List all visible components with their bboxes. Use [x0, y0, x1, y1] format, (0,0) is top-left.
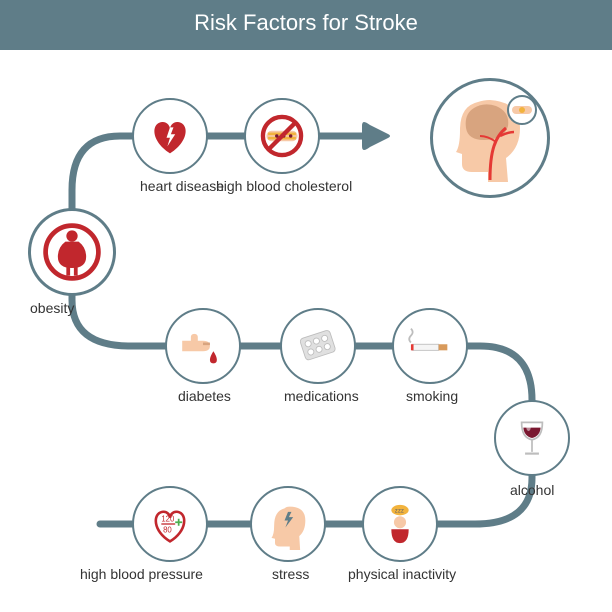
blood-pressure-label: high blood pressure	[80, 566, 203, 582]
pill-pack-icon	[292, 320, 344, 372]
bp-monitor-icon: 120 80	[144, 498, 196, 550]
medications-label: medications	[284, 388, 359, 404]
finger-blood-icon	[177, 320, 229, 372]
alcohol-label: alcohol	[510, 482, 554, 498]
stress-label: stress	[272, 566, 309, 582]
cholesterol-label: high blood cholesterol	[216, 178, 352, 194]
obesity-icon	[39, 219, 105, 285]
header-banner: Risk Factors for Stroke	[0, 0, 612, 50]
diabetes-node	[165, 308, 241, 384]
bp-systolic: 120	[161, 514, 175, 523]
obesity-label: obesity	[30, 300, 74, 316]
blocked-vessel-icon	[256, 110, 308, 162]
cholesterol-node	[244, 98, 320, 174]
bp-diastolic: 80	[163, 526, 172, 535]
cigarette-icon	[404, 320, 456, 372]
wine-glass-icon	[506, 412, 558, 464]
blood-pressure-node: 120 80	[132, 486, 208, 562]
diabetes-label: diabetes	[178, 388, 231, 404]
stress-node	[250, 486, 326, 562]
diagram-stage: heart disease high blood cholesterol obe…	[0, 50, 612, 610]
outcome-brain-node	[430, 78, 550, 198]
heart-bolt-icon	[144, 110, 196, 162]
inactivity-label: physical inactivity	[348, 566, 456, 582]
flow-arrow-icon	[358, 116, 398, 156]
stress-head-icon	[262, 498, 314, 550]
svg-text:zzz: zzz	[395, 509, 404, 515]
smoking-label: smoking	[406, 388, 458, 404]
inactivity-node: zzz	[362, 486, 438, 562]
sleepy-person-icon: zzz	[374, 498, 426, 550]
smoking-node	[392, 308, 468, 384]
page-title: Risk Factors for Stroke	[194, 10, 418, 35]
medications-node	[280, 308, 356, 384]
brain-stroke-icon	[440, 88, 540, 188]
heart-disease-node	[132, 98, 208, 174]
heart-disease-label: heart disease	[140, 178, 224, 194]
alcohol-node	[494, 400, 570, 476]
obesity-node	[28, 208, 116, 296]
